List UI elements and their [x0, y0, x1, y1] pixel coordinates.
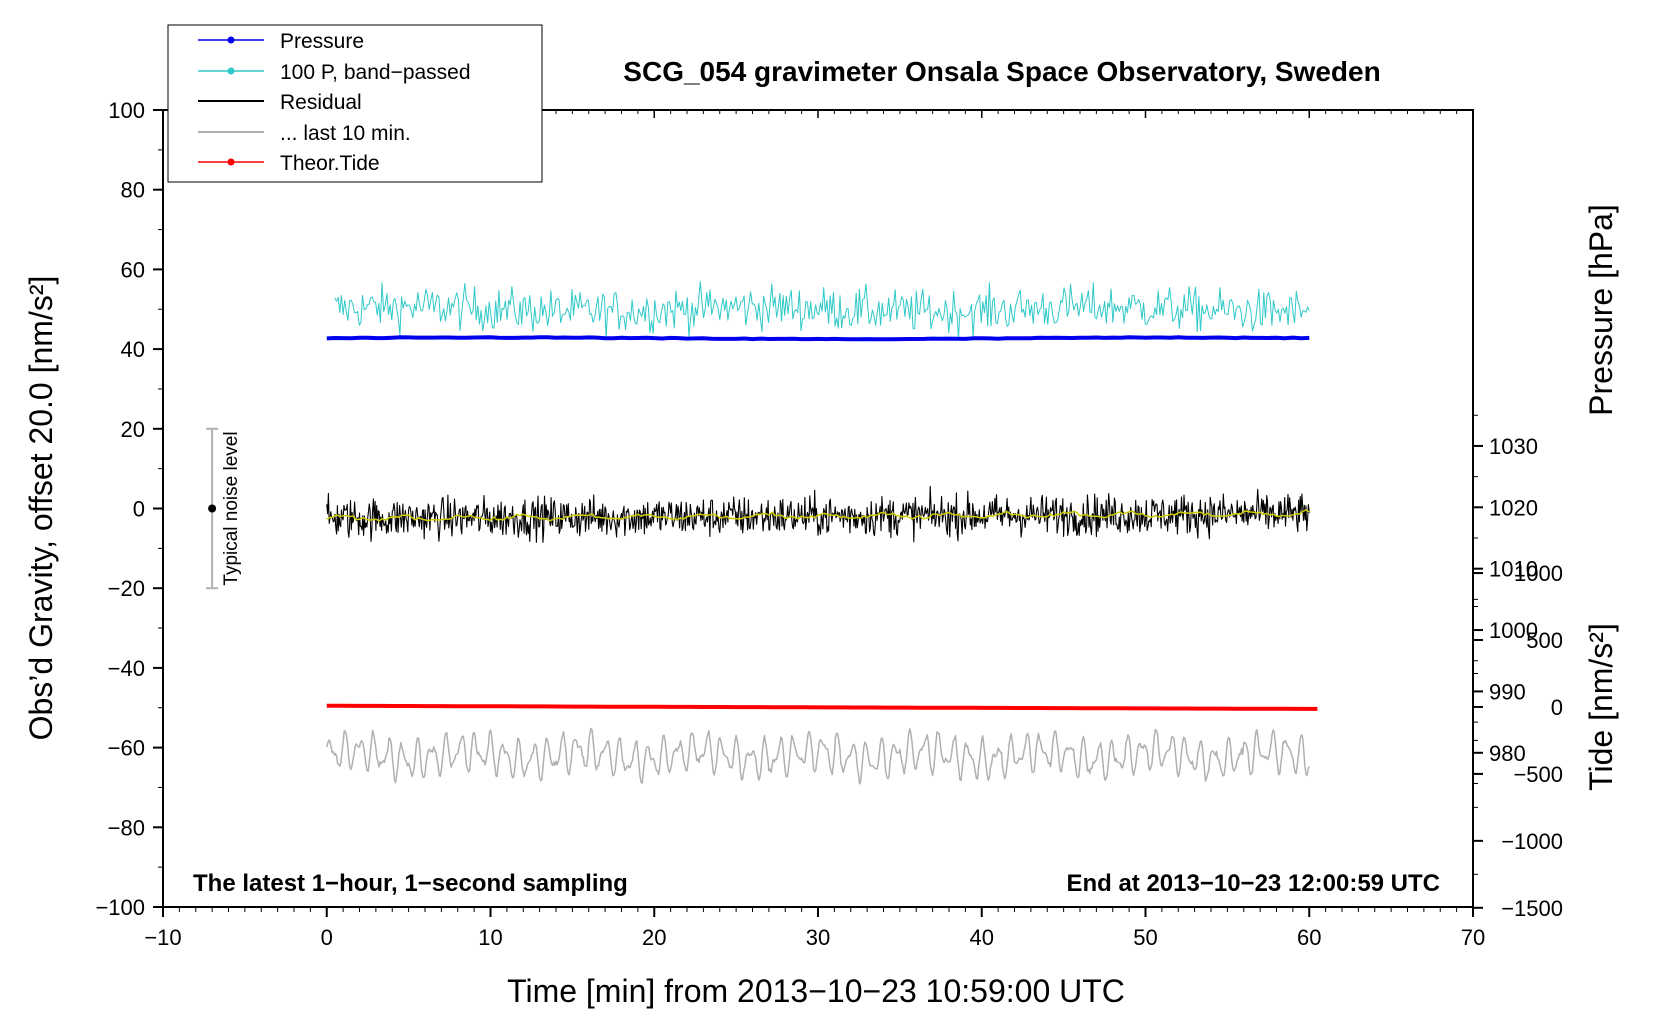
noise-level-indicator: Typical noise level [206, 427, 242, 590]
x-tick-label: 70 [1461, 925, 1485, 950]
tide-tick-label: −1000 [1501, 829, 1563, 854]
x-tick-label: 40 [970, 925, 994, 950]
tide-tick-label: 1000 [1514, 561, 1563, 586]
pressure-tick-label: 990 [1489, 679, 1526, 704]
legend-label-theor-tide: Theor.Tide [280, 152, 380, 175]
x-tick-label: 10 [478, 925, 502, 950]
y-tick-label: −100 [95, 895, 145, 920]
series-smoothed-residual-line [326, 509, 1310, 522]
legend-item-band-passed: 100 P, band−passed [198, 61, 471, 84]
x-tick-label: 20 [642, 925, 666, 950]
series-pressure-line [326, 335, 1310, 342]
y-tick-label: 0 [133, 497, 145, 522]
legend-box [167, 24, 543, 183]
pressure-tick-label: 1010 [1489, 557, 1538, 582]
y-tick-label: 80 [121, 178, 145, 203]
annotation-right: End at 2013−10−23 12:00:59 UTC [1066, 870, 1440, 897]
pressure-tick-label: 980 [1489, 741, 1526, 766]
y-axis-title-tide: Tide [nm/s²] [1583, 623, 1619, 791]
x-tick-label: 50 [1133, 925, 1157, 950]
y-axis-title-left: Obs’d Gravity, offset 20.0 [nm/s²] [23, 276, 59, 741]
y-axis-title-pressure: Pressure [hPa] [1583, 204, 1619, 416]
y-tick-label: −40 [108, 656, 145, 681]
y-tick-label: −20 [108, 576, 145, 601]
series-residual-line [326, 485, 1310, 543]
tide-tick-label: −500 [1513, 762, 1563, 787]
legend-label-last-10-min: ... last 10 min. [280, 122, 411, 145]
x-tick-label: 30 [806, 925, 830, 950]
legend-item-theor-tide: Theor.Tide [198, 152, 380, 175]
noise-label: Typical noise level [221, 431, 242, 585]
x-axis-title: Time [min] from 2013−10−23 10:59:00 UTC [507, 973, 1125, 1009]
legend-label-pressure: Pressure [280, 30, 364, 53]
series-band-passed-line [334, 281, 1310, 339]
legend-item-pressure: Pressure [198, 30, 364, 53]
tide-tick-label: 0 [1551, 695, 1563, 720]
pressure-tick-label: 1030 [1489, 434, 1538, 459]
legend-item-residual: Residual [198, 91, 362, 114]
legend: Pressure 100 P, band−passed Residual ...… [167, 24, 543, 183]
y-tick-label: −60 [108, 736, 145, 761]
y-tick-label: −80 [108, 815, 145, 840]
x-tick-label: −10 [144, 925, 181, 950]
y-tick-label: 100 [108, 98, 145, 123]
pressure-tick-label: 1000 [1489, 618, 1538, 643]
x-tick-label: 60 [1297, 925, 1321, 950]
annotation-left: The latest 1−hour, 1−second sampling [193, 870, 628, 897]
tide-tick-label: 500 [1526, 628, 1563, 653]
y-tick-label: 40 [121, 337, 145, 362]
noise-dot [208, 504, 217, 513]
series-last-10-min-line [326, 727, 1310, 785]
series-layer [326, 281, 1318, 785]
legend-label-band-passed: 100 P, band−passed [280, 61, 471, 84]
pressure-tick-label: 1020 [1489, 495, 1538, 520]
y-tick-label: 60 [121, 257, 145, 282]
tide-tick-label: −1500 [1501, 896, 1563, 921]
x-tick-label: 0 [321, 925, 333, 950]
y-tick-label: 20 [121, 417, 145, 442]
legend-label-residual: Residual [280, 91, 362, 114]
chart-title: SCG_054 gravimeter Onsala Space Observat… [623, 56, 1380, 87]
legend-item-last-10-min: ... last 10 min. [198, 122, 411, 145]
series-theor-tide-line [326, 703, 1318, 711]
ticks-layer: −10 0 10 20 30 40 50 60 70100806040200−20−40−60−… [95, 98, 1563, 950]
